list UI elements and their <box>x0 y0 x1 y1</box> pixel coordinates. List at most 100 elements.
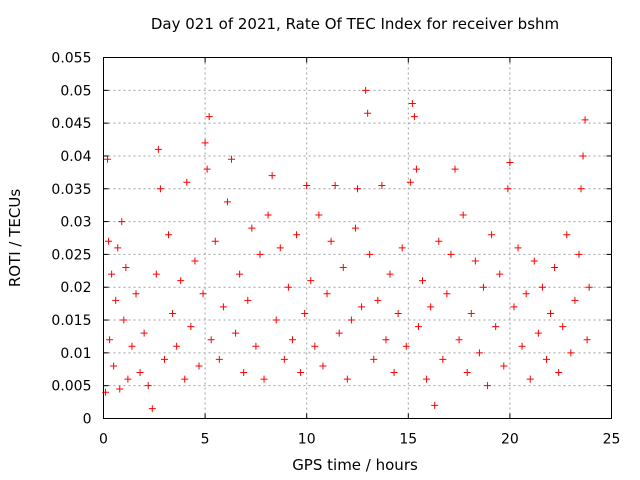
data-point <box>563 231 571 239</box>
data-point <box>463 369 471 377</box>
chart-title: Day 021 of 2021, Rate Of TEC Index for r… <box>151 15 559 33</box>
y-tick-label: 0.055 <box>51 51 91 67</box>
data-point <box>522 290 530 298</box>
data-point <box>551 264 559 272</box>
data-point <box>211 237 219 245</box>
data-point <box>435 237 443 245</box>
data-point <box>575 250 583 258</box>
data-point <box>331 181 339 189</box>
data-point <box>567 349 575 357</box>
data-point <box>370 355 378 363</box>
data-point <box>347 316 355 324</box>
data-point <box>471 257 479 265</box>
data-point <box>547 309 555 317</box>
x-axis-ticks: 0 5 10 15 20 25 <box>99 57 620 448</box>
data-point <box>297 369 305 377</box>
data-point <box>199 290 207 298</box>
y-tick-label: 0.035 <box>51 182 91 198</box>
data-point <box>431 401 439 409</box>
data-point <box>459 211 467 219</box>
data-point <box>195 362 203 370</box>
data-point <box>244 296 252 304</box>
data-point <box>354 185 361 193</box>
data-point <box>219 303 227 311</box>
data-point <box>240 369 248 377</box>
data-point <box>156 185 164 193</box>
data-point <box>412 165 420 173</box>
data-point <box>108 270 116 278</box>
y-tick-label: 0.05 <box>60 83 91 99</box>
data-point <box>301 309 309 317</box>
data-point <box>358 303 366 311</box>
data-point <box>154 145 162 153</box>
grid-lines <box>103 57 612 419</box>
data-point <box>122 264 130 272</box>
data-point <box>538 283 546 291</box>
y-tick-label: 0.04 <box>60 149 91 165</box>
data-point <box>248 224 256 232</box>
data-point <box>559 323 567 331</box>
data-point <box>447 250 455 258</box>
data-point <box>268 172 276 180</box>
data-point <box>542 355 550 363</box>
data-point <box>366 250 374 258</box>
data-point <box>215 355 223 363</box>
data-point <box>120 316 128 324</box>
data-point <box>382 336 390 344</box>
data-point <box>303 181 311 189</box>
data-point <box>311 342 319 350</box>
data-point <box>351 224 359 232</box>
data-point <box>514 244 522 252</box>
data-point <box>406 178 414 186</box>
data-point <box>423 375 431 383</box>
data-point <box>177 277 185 285</box>
data-point <box>506 159 514 167</box>
data-point <box>394 309 402 317</box>
y-axis-label: ROTI / TECUs <box>6 189 24 287</box>
y-tick-label: 0.015 <box>51 313 91 329</box>
data-point <box>105 237 113 245</box>
data-point <box>152 270 160 278</box>
data-point <box>335 329 343 337</box>
data-point <box>140 329 148 337</box>
y-tick-label: 0.03 <box>60 215 91 231</box>
x-tick-label: 10 <box>298 432 316 448</box>
x-tick-label: 20 <box>501 432 519 448</box>
data-point <box>124 375 132 383</box>
data-point <box>484 382 492 390</box>
data-point <box>187 323 195 331</box>
data-point <box>488 231 496 239</box>
data-point <box>183 178 191 186</box>
plot-frame <box>103 57 612 419</box>
data-point <box>232 329 240 337</box>
y-tick-label: 0.045 <box>51 116 91 132</box>
data-point <box>191 257 199 265</box>
data-point <box>555 369 563 377</box>
data-point <box>315 211 323 219</box>
data-point <box>181 375 189 383</box>
data-point <box>364 109 372 117</box>
data-point <box>264 211 272 219</box>
data-point <box>492 323 500 331</box>
data-point <box>116 385 124 393</box>
data-point <box>585 283 593 291</box>
data-point <box>398 244 406 252</box>
data-point <box>323 290 331 298</box>
x-tick-label: 5 <box>201 432 210 448</box>
y-tick-label: 0.02 <box>60 280 91 296</box>
y-axis-ticks: 0 0.005 0.01 0.015 0.02 0.025 0.03 0.035 0.04 0.0… <box>51 51 612 428</box>
data-point <box>500 362 508 370</box>
data-point <box>451 165 459 173</box>
y-tick-label: 0.025 <box>51 247 91 263</box>
data-point <box>534 329 542 337</box>
data-point <box>408 99 416 107</box>
data-point <box>581 116 589 124</box>
x-tick-label: 0 <box>99 432 108 448</box>
data-point <box>455 336 463 344</box>
data-point <box>272 316 280 324</box>
data-point <box>362 86 370 94</box>
y-tick-label: 0 <box>83 412 92 428</box>
data-point <box>284 283 292 291</box>
data-point <box>223 198 231 206</box>
